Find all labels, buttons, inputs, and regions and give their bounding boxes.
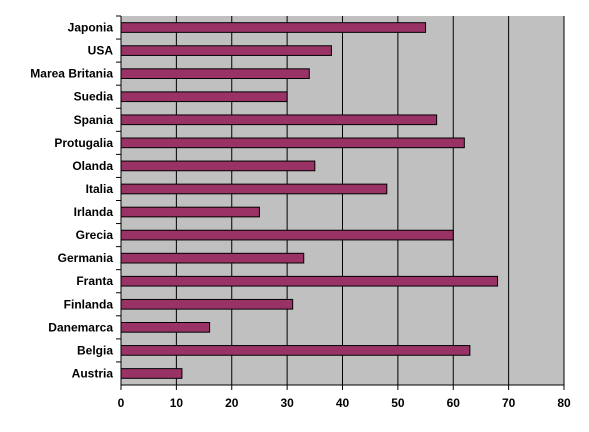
bar <box>120 275 499 287</box>
axes <box>116 15 564 386</box>
x-tick-label: 70 <box>502 396 516 410</box>
tick-labels: 0 10 20 30 40 50 60 70 80 <box>118 396 571 410</box>
category-label: Italia <box>86 182 114 196</box>
bar <box>120 183 388 195</box>
category-labels: Japonia USA Marea Britania Suedia Spania Prot… <box>30 21 113 381</box>
category-label: Belgia <box>77 343 113 357</box>
bar <box>120 252 305 264</box>
x-tick-label: 40 <box>336 396 350 410</box>
category-label: Protugalia <box>54 136 113 150</box>
category-label: Franta <box>76 274 113 288</box>
category-label: Irlanda <box>74 205 114 219</box>
x-tick-label: 20 <box>225 396 239 410</box>
category-label: Spania <box>74 113 114 127</box>
bar <box>120 368 183 379</box>
category-label: Austria <box>72 366 114 380</box>
category-label: Marea Britania <box>30 67 113 81</box>
bar <box>120 91 288 103</box>
category-label: Grecia <box>76 228 114 242</box>
category-label: Japonia <box>68 21 114 35</box>
bar <box>120 137 465 149</box>
bar <box>120 68 310 79</box>
bar <box>120 45 332 56</box>
bar <box>120 114 438 126</box>
x-tick-label: 50 <box>391 396 405 410</box>
bar <box>120 160 316 172</box>
x-tick-label: 80 <box>557 396 571 410</box>
x-tick-label: 60 <box>447 396 461 410</box>
category-label: Finlanda <box>64 297 114 311</box>
x-tick-label: 30 <box>280 396 294 410</box>
bar <box>120 322 211 333</box>
category-label: Olanda <box>72 159 113 173</box>
x-tick-label: 0 <box>118 396 125 410</box>
category-label: Danemarca <box>48 320 113 334</box>
bar <box>120 206 260 218</box>
category-label: Germania <box>58 251 114 265</box>
bar <box>120 22 427 33</box>
bar <box>120 229 454 241</box>
category-label: USA <box>88 44 114 58</box>
category-label: Suedia <box>74 90 114 104</box>
bar <box>120 345 471 356</box>
x-tick-label: 10 <box>170 396 184 410</box>
bar <box>120 298 294 310</box>
